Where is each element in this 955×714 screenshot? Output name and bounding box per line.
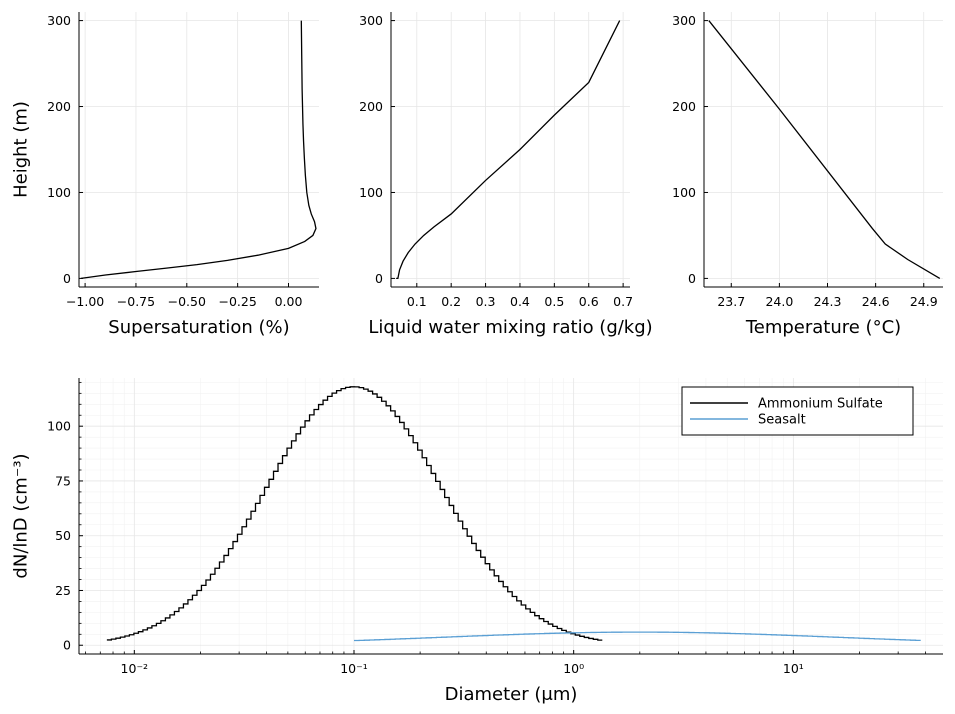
x-tick-label: 0.1 <box>407 294 427 309</box>
series-line-0 <box>80 20 317 280</box>
x-axis-label: Diameter (μm) <box>445 684 578 705</box>
x-tick-label: 0.5 <box>544 294 564 309</box>
y-axis-label: dN/lnD (cm⁻³) <box>10 453 31 578</box>
x-axis-label: Temperature (°C) <box>745 317 901 338</box>
x-tick-label: 0.7 <box>613 294 633 309</box>
y-tick-label: 0 <box>688 271 696 286</box>
y-tick-label: 0 <box>375 271 383 286</box>
y-tick-label: 0 <box>63 271 71 286</box>
series-line-0 <box>708 20 941 279</box>
y-tick-label: 0 <box>63 638 71 653</box>
x-tick-label: 24.6 <box>862 294 890 309</box>
legend-label: Ammonium Sulfate <box>758 397 883 412</box>
liquid-water-panel: 0.1 0.2 0.3 0.4 0.5 0.6 0.7 0 100 200 300 Liquid wa… <box>359 12 653 338</box>
x-tick-label: 23.7 <box>717 294 745 309</box>
y-tick-label: 300 <box>47 13 71 28</box>
series-line-seasalt <box>353 631 921 642</box>
x-tick-label: 0.4 <box>510 294 530 309</box>
size-distribution-panel: 10⁻² 10⁻¹ 10⁰ 10¹ 0 25 50 75 100 Diameter (μm) dN/… <box>10 378 943 705</box>
y-tick-label: 200 <box>672 99 696 114</box>
x-tick-label: 0.2 <box>441 294 461 309</box>
gridlines <box>704 12 943 287</box>
x-tick-label: 10⁻¹ <box>340 661 368 676</box>
x-tick-label: 10⁰ <box>563 661 584 676</box>
y-tick-label: 300 <box>359 13 383 28</box>
gridlines <box>79 12 319 287</box>
y-tick-label: 100 <box>47 419 71 434</box>
series-line-ammonium-sulfate <box>106 386 603 641</box>
x-tick-label: 24.0 <box>765 294 793 309</box>
legend-label: Seasalt <box>758 413 806 428</box>
y-tick-label: 50 <box>55 528 71 543</box>
x-tick-label: 10⁻² <box>121 661 149 676</box>
x-tick-label: −0.25 <box>218 294 256 309</box>
x-tick-label: 24.9 <box>910 294 938 309</box>
y-tick-label: 200 <box>359 99 383 114</box>
x-tick-label: 10¹ <box>783 661 804 676</box>
y-axis-label: Height (m) <box>10 101 31 198</box>
minor-gridlines <box>79 378 943 654</box>
x-axis-label: Liquid water mixing ratio (g/kg) <box>368 317 652 338</box>
x-axis-label: Supersaturation (%) <box>108 317 289 338</box>
y-tick-label: 100 <box>672 185 696 200</box>
temperature-panel: 23.7 24.0 24.3 24.6 24.9 0 100 200 300 Temperatur… <box>672 12 943 338</box>
y-tick-label: 25 <box>55 583 71 598</box>
series-line-0 <box>396 20 621 280</box>
gridlines <box>391 12 630 287</box>
x-tick-label: −0.75 <box>117 294 155 309</box>
x-tick-label: 0.6 <box>579 294 599 309</box>
x-tick-label: 0.3 <box>476 294 496 309</box>
x-tick-label: −1.00 <box>66 294 104 309</box>
x-tick-label: 0.00 <box>275 294 303 309</box>
supersaturation-panel: −1.00 −0.75 −0.50 −0.25 0.00 0 100 200 300 Supers… <box>10 12 319 338</box>
y-tick-label: 100 <box>47 185 71 200</box>
x-tick-label: −0.50 <box>168 294 206 309</box>
legend-box <box>681 386 914 436</box>
y-tick-label: 75 <box>55 473 71 488</box>
y-tick-label: 300 <box>672 13 696 28</box>
y-tick-label: 200 <box>47 99 71 114</box>
y-tick-label: 100 <box>359 185 383 200</box>
x-tick-label: 24.3 <box>814 294 842 309</box>
